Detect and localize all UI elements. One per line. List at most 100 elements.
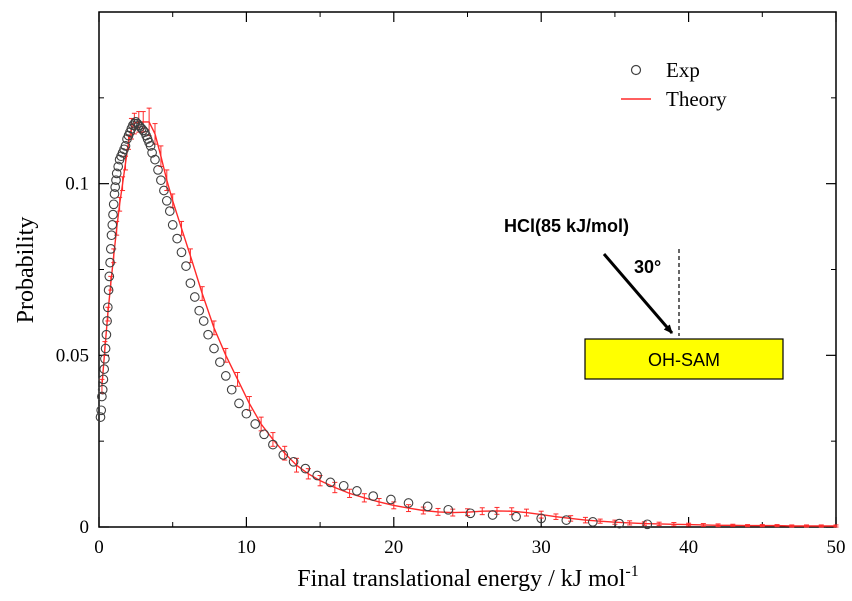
- y-axis-title: Probability: [13, 217, 39, 324]
- exp-point: [159, 185, 169, 196]
- exp-point: [147, 147, 157, 158]
- surface-label: OH-SAM: [648, 350, 720, 370]
- exp-point: [100, 353, 110, 364]
- exp-point: [153, 165, 163, 175]
- exp-point: [111, 168, 122, 179]
- exp-point: [561, 515, 572, 525]
- exp-point: [368, 491, 379, 501]
- exp-point: [102, 316, 112, 326]
- exp-point: [185, 278, 196, 289]
- exp-point: [161, 195, 172, 206]
- exp-point: [300, 463, 311, 474]
- exp-point: [194, 305, 205, 316]
- exp-point: [167, 220, 178, 230]
- exp-point: [203, 329, 213, 340]
- exp-point: [129, 118, 140, 129]
- incidence-arrow: [602, 253, 674, 334]
- exp-point: [386, 494, 396, 505]
- exp-point: [172, 233, 182, 244]
- exp-point: [220, 371, 231, 381]
- exp-point: [109, 189, 120, 199]
- exp-point: [226, 384, 237, 395]
- exp-point: [250, 419, 261, 429]
- exp-point: [107, 220, 118, 230]
- exp-point: [106, 230, 117, 241]
- exp-point: [487, 510, 498, 520]
- exp-point: [95, 412, 106, 422]
- exp-point: [103, 285, 114, 295]
- y-tick-label: 0.05: [56, 345, 89, 366]
- exp-point: [97, 384, 108, 395]
- x-tick-label: 40: [679, 537, 698, 558]
- exp-point: [102, 302, 113, 313]
- exp-point: [138, 125, 149, 136]
- exp-series: [95, 117, 653, 530]
- exp-point: [234, 398, 244, 409]
- x-tick-label: 0: [94, 537, 104, 558]
- legend-exp-marker: [630, 64, 642, 76]
- exp-point: [120, 141, 131, 151]
- exp-point: [97, 391, 107, 402]
- exp-point: [268, 439, 278, 450]
- x-axis-title: Final translational energy / kJ mol-1: [297, 563, 639, 592]
- exp-point: [403, 498, 414, 508]
- exp-point: [215, 357, 225, 368]
- angle-label: 30°: [634, 257, 661, 277]
- surface-box: [584, 338, 784, 380]
- x-tick-label: 50: [827, 537, 846, 558]
- legend-exp-label: Exp: [666, 58, 700, 82]
- exp-point: [278, 450, 289, 460]
- x-axis-title-superscript: -1: [625, 563, 638, 580]
- exp-point: [338, 480, 349, 491]
- exp-point: [96, 405, 107, 416]
- exp-point: [105, 244, 116, 254]
- x-tick-label: 30: [532, 537, 551, 558]
- exp-point: [100, 343, 111, 354]
- exp-point: [98, 374, 109, 385]
- exp-point: [176, 247, 187, 258]
- exp-point: [128, 120, 138, 131]
- exp-point: [259, 429, 269, 440]
- exp-point: [465, 508, 476, 519]
- exp-point: [99, 364, 110, 374]
- exp-point: [111, 175, 121, 186]
- exp-point: [198, 316, 209, 326]
- exp-point: [587, 517, 598, 527]
- exp-point: [110, 182, 121, 192]
- x-tick-label: 20: [384, 537, 403, 558]
- exp-point: [164, 206, 175, 216]
- exp-point: [312, 470, 323, 481]
- legend-theory-label: Theory: [666, 87, 727, 111]
- exp-point: [443, 504, 454, 515]
- x-axis-title-main: Final translational energy / kJ mol: [297, 566, 626, 592]
- exp-point: [145, 141, 156, 151]
- exp-point: [642, 519, 653, 530]
- axis-tick-labels: 0 10 20 30 40 50 0 0.05 0.1: [56, 174, 846, 558]
- exp-point: [209, 343, 219, 354]
- exp-point: [511, 511, 521, 522]
- exp-point: [325, 477, 336, 488]
- exp-point: [189, 292, 200, 302]
- exp-point: [104, 271, 115, 282]
- exp-point: [241, 408, 252, 419]
- exp-point: [113, 161, 124, 172]
- y-tick-label: 0: [80, 517, 90, 538]
- exp-point: [108, 209, 118, 220]
- theory-line: [101, 121, 836, 527]
- exp-point: [101, 329, 112, 340]
- exp-point: [150, 154, 160, 165]
- incidence-label: HCl(85 kJ/mol): [504, 216, 629, 236]
- exp-point: [288, 456, 299, 467]
- exp-point: [108, 199, 119, 210]
- exp-point: [181, 261, 191, 271]
- exp-point: [614, 518, 625, 529]
- exp-point: [536, 513, 547, 524]
- x-tick-label: 10: [237, 537, 256, 558]
- legend: Exp Theory: [621, 58, 727, 111]
- exp-point: [136, 123, 147, 134]
- exp-point: [105, 257, 115, 268]
- incidence-inset: HCl(85 kJ/mol) 30° OH-SAM: [504, 216, 784, 380]
- exp-point: [352, 486, 362, 496]
- theory-series: [99, 107, 839, 528]
